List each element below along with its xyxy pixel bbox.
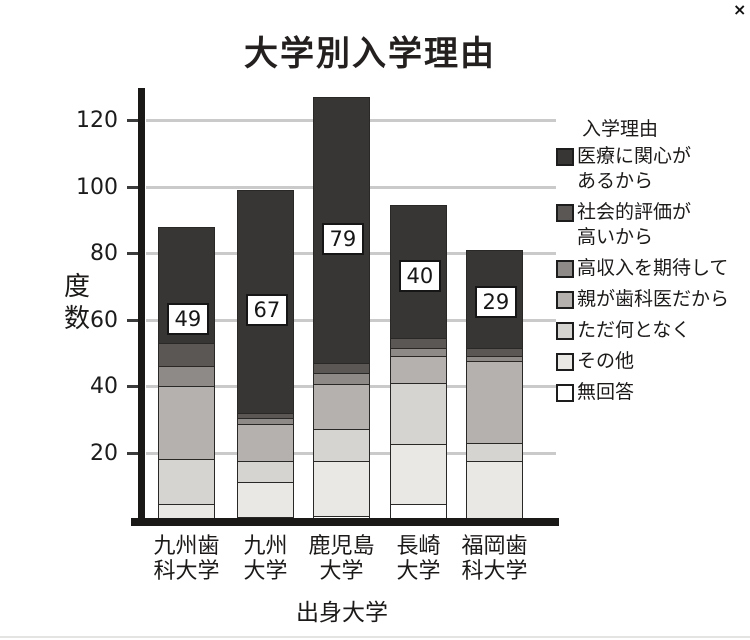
bar-segment-その他	[158, 504, 215, 519]
x-axis-line	[131, 518, 559, 526]
bar-segment-親が歯科医だから	[466, 361, 523, 443]
chart-title: 大学別入学理由	[244, 34, 496, 74]
y-tick-label: 120	[76, 108, 118, 134]
legend-swatch	[556, 384, 574, 402]
bar-segment-社会的評価が高いから	[466, 347, 523, 357]
bar-segment-高収入を期待して	[390, 347, 447, 357]
data-label-box: 67	[245, 294, 289, 327]
data-label-box: 40	[398, 259, 442, 292]
close-icon[interactable]: ×	[733, 0, 747, 19]
bar-segment-ただ何となく	[158, 459, 215, 504]
bar-segment-社会的評価が高いから	[237, 412, 294, 418]
legend-item-親が歯科医だから: 親が歯科医だから	[556, 287, 750, 312]
legend-swatch	[556, 260, 574, 278]
legend-label: ただ何となく	[577, 319, 691, 341]
legend-item-高収入を期待して: 高収入を期待して	[556, 256, 750, 281]
legend-label: 親が歯科医だから	[577, 288, 730, 310]
legend-item-医療に関心があるから: 医療に関心が あるから	[556, 144, 750, 194]
legend-item-その他: その他	[556, 349, 750, 374]
y-tick-label: 100	[76, 174, 118, 200]
bar-segment-高収入を期待して	[313, 372, 370, 385]
bar-segment-無回答	[313, 515, 370, 519]
bar-segment-社会的評価が高いから	[390, 338, 447, 348]
bar-segment-その他	[237, 482, 294, 518]
bar-segment-社会的評価が高いから	[158, 342, 215, 367]
y-axis-line	[138, 88, 145, 526]
bar-segment-ただ何となく	[237, 460, 294, 483]
y-tick-mark	[127, 185, 138, 189]
legend: 医療に関心が あるから 社会的評価が 高いから高収入を期待して 親が歯科医だから ただ…	[556, 144, 750, 411]
x-category-label: 九州歯 科大学	[153, 534, 220, 584]
legend-swatch	[556, 291, 574, 309]
legend-label: 高収入を期待して	[577, 257, 729, 279]
y-tick-label: 60	[90, 307, 118, 333]
y-tick-mark	[127, 385, 138, 389]
y-tick-mark	[127, 318, 138, 322]
legend-swatch	[556, 353, 574, 371]
data-label-box: 79	[321, 223, 365, 256]
y-tick-label: 40	[90, 374, 118, 400]
legend-swatch	[556, 322, 574, 340]
x-category-label: 鹿児島 大学	[308, 534, 375, 584]
y-tick-mark	[127, 119, 138, 123]
bar-segment-親が歯科医だから	[158, 386, 215, 460]
bar-segment-その他	[313, 460, 370, 516]
legend-title: 入学理由	[582, 118, 659, 140]
bar-segment-その他	[466, 460, 523, 519]
data-label-box: 49	[166, 302, 210, 335]
legend-label: その他	[577, 350, 635, 372]
bar-segment-高収入を期待して	[237, 417, 294, 425]
x-axis-title: 出身大学	[296, 600, 388, 626]
bar-segment-ただ何となく	[390, 382, 447, 445]
legend-swatch	[556, 148, 574, 166]
bar-segment-親が歯科医だから	[313, 384, 370, 430]
legend-item-社会的評価が高いから: 社会的評価が 高いから	[556, 200, 750, 250]
legend-swatch	[556, 204, 574, 222]
bar-segment-その他	[390, 444, 447, 504]
bar-segment-高収入を期待して	[466, 356, 523, 362]
bar-segment-ただ何となく	[313, 429, 370, 461]
bar-segment-ただ何となく	[466, 442, 523, 461]
legend-label: 社会的評価が 高いから	[577, 201, 692, 248]
data-label-box: 29	[474, 286, 518, 319]
y-axis-label: 度 数	[63, 272, 90, 334]
legend-label: 医療に関心が あるから	[577, 145, 692, 192]
x-category-label: 長崎 大学	[396, 534, 441, 584]
legend-item-ただ何となく: ただ何となく	[556, 318, 750, 343]
bar-segment-親が歯科医だから	[390, 356, 447, 383]
x-category-label: 福岡歯 科大学	[461, 534, 528, 584]
bar-九州歯科大学	[158, 226, 215, 519]
bottom-divider	[0, 636, 750, 638]
bar-長崎大学	[390, 205, 447, 519]
bar-segment-無回答	[390, 504, 447, 519]
y-tick-mark	[127, 252, 138, 256]
bar-segment-高収入を期待して	[158, 366, 215, 387]
y-tick-label: 20	[90, 440, 118, 466]
bar-segment-社会的評価が高いから	[313, 362, 370, 373]
bar-segment-親が歯科医だから	[237, 424, 294, 461]
legend-item-無回答: 無回答	[556, 380, 750, 405]
x-category-label: 九州 大学	[243, 534, 288, 584]
legend-label: 無回答	[577, 381, 635, 403]
bar-九州大学	[237, 190, 294, 519]
y-tick-label: 80	[90, 241, 118, 267]
bar-鹿児島大学	[313, 97, 370, 519]
y-tick-mark	[127, 451, 138, 455]
